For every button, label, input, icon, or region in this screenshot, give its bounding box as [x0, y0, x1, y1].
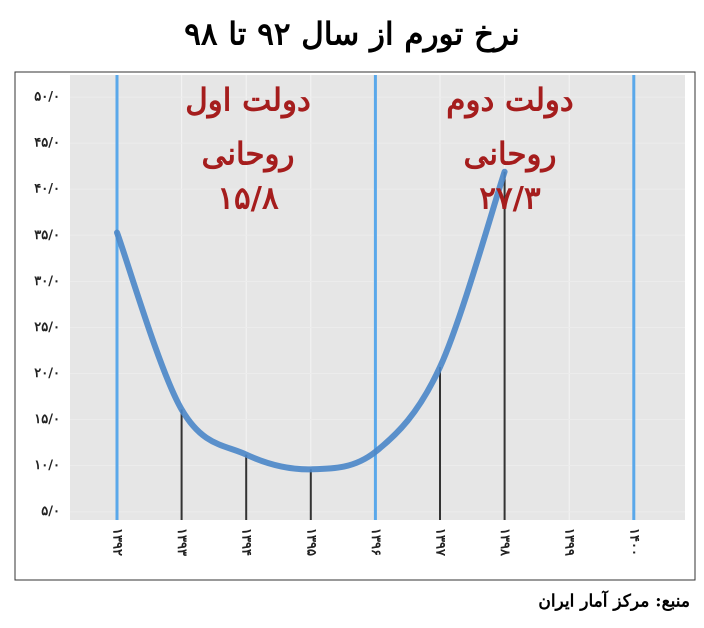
y-tick-label: ۳۰/۰ [34, 274, 60, 289]
annotation: ۲۷/۳ [479, 181, 541, 217]
y-tick-label: ۱۵/۰ [34, 412, 60, 427]
x-tick-label: ۱۳۹۹ [562, 528, 577, 556]
x-tick-label: ۱۳۹۲ [110, 528, 125, 556]
line [114, 168, 508, 473]
annotation: روحانی [463, 137, 556, 174]
x-tick-label: ۱۴۰۰ [626, 528, 641, 556]
y-tick-label: ۴۰/۰ [34, 182, 60, 197]
y-tick-label: ۴۵/۰ [34, 136, 60, 151]
x-tick-label: ۱۳۹۶ [368, 528, 383, 556]
chart-title: نرخ تورم از سال ۹۲ تا ۹۸ [184, 17, 520, 54]
annotation: ۱۵/۸ [217, 181, 279, 217]
x-tick-label: ۱۳۹۴ [239, 528, 254, 556]
annotation: دولت اول [185, 83, 311, 120]
annotation: روحانی [201, 137, 294, 174]
x-tick-label: ۱۳۹۵ [303, 528, 318, 556]
y-tick-label: ۲۵/۰ [34, 320, 60, 335]
y-tick-label: ۱۰/۰ [34, 458, 60, 473]
y-tick-label: ۳۵/۰ [34, 228, 60, 243]
x-tick-label: ۱۳۹۷ [433, 528, 448, 557]
y-tick-label: ۲۰/۰ [34, 366, 60, 381]
source: منبع: مرکز آمار ایران [538, 590, 690, 612]
x-tick-label: ۱۳۹۸ [497, 528, 512, 557]
plot-area [70, 75, 685, 520]
y-tick-label: ۵/۰ [41, 504, 60, 519]
y-tick-label: ۵۰/۰ [34, 90, 60, 105]
x-tick-label: ۱۳۹۳ [174, 528, 189, 556]
annotation: دولت دوم [446, 83, 573, 120]
